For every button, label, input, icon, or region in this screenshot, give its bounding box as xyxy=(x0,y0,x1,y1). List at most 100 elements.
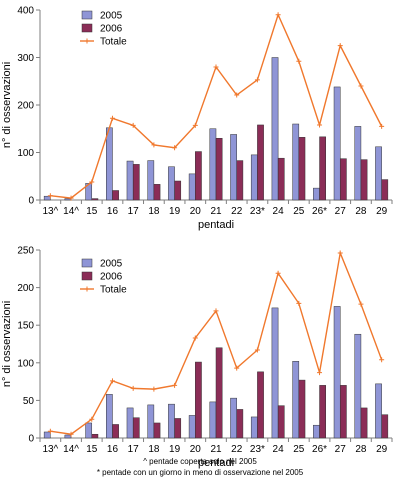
x-tick-label: 29 xyxy=(376,444,388,455)
bar-2006 xyxy=(112,424,119,439)
point-Totale xyxy=(172,382,178,388)
x-tick-label: 14^ xyxy=(63,444,79,455)
bar-2005 xyxy=(292,123,300,201)
bar-2005 xyxy=(43,431,51,439)
point-Totale xyxy=(254,77,260,83)
y-tick-label: 250 xyxy=(17,246,34,257)
point-Totale xyxy=(234,92,240,98)
bar-2005 xyxy=(271,57,279,201)
x-tick-label: 15 xyxy=(86,206,98,217)
point-Totale xyxy=(47,428,53,434)
bar-2006 xyxy=(381,179,389,201)
x-tick-label: 13^ xyxy=(42,444,58,455)
y-tick-label: 200 xyxy=(17,101,34,112)
bar-2005 xyxy=(85,183,93,201)
x-tick-label: 22 xyxy=(231,206,243,217)
x-tick-label: 14^ xyxy=(63,206,79,217)
bar-2006 xyxy=(257,124,264,201)
y-tick-label: 400 xyxy=(17,6,34,17)
point-Totale xyxy=(192,122,198,128)
bar-2005 xyxy=(168,403,175,439)
point-Totale xyxy=(296,58,302,64)
bar-2005 xyxy=(64,434,72,439)
x-tick-label: 27 xyxy=(335,206,347,217)
bar-2005 xyxy=(354,126,362,201)
point-Totale xyxy=(275,270,281,276)
bar-2006 xyxy=(215,347,223,439)
bar-2006 xyxy=(298,137,306,201)
chart-bottom: 0 50 100 150 200 250 13^ 14^ 15 16 17 18 19 20 21 22 23*… xyxy=(1,246,393,469)
point-Totale xyxy=(358,83,364,89)
bar-2006 xyxy=(174,418,182,439)
x-tick-label: 24 xyxy=(273,444,285,455)
bar-2005 xyxy=(250,416,258,439)
bar-2006 xyxy=(174,180,182,201)
bar-2005 xyxy=(333,86,341,201)
footnote-caret: ^ pentade coperta solo nel 2005 xyxy=(143,457,257,466)
bar-2006 xyxy=(277,405,285,439)
legend-label: 2006 xyxy=(100,24,123,35)
point-Totale xyxy=(68,195,74,201)
y-tick-label: 200 xyxy=(17,283,34,294)
point-Totale xyxy=(296,300,302,306)
point-Totale xyxy=(109,378,115,384)
legend-marker xyxy=(84,38,90,44)
bar-2006 xyxy=(339,158,347,201)
y-tick-label: 50 xyxy=(23,396,35,407)
x-tick-label: 22 xyxy=(231,444,243,455)
x-tick-label: 27 xyxy=(335,444,347,455)
bar-2005 xyxy=(147,160,155,201)
bar-2006 xyxy=(132,164,140,201)
point-Totale xyxy=(317,370,323,376)
x-tick-label: 25 xyxy=(293,206,305,217)
bar-2005 xyxy=(43,195,51,201)
legend-label: 2005 xyxy=(100,259,123,270)
x-tick-label: 29 xyxy=(376,206,388,217)
y-tick-label: 0 xyxy=(28,196,34,207)
legend: 2005 2006 Totale xyxy=(80,259,127,296)
legend-label: 2006 xyxy=(100,272,123,283)
x-tick-label: 18 xyxy=(148,444,160,455)
bar-2006 xyxy=(360,159,368,201)
legend-swatch xyxy=(81,258,93,268)
legend-swatch xyxy=(81,271,93,281)
x-tick-label: 28 xyxy=(355,206,367,217)
bar-2006 xyxy=(319,136,326,201)
bar-2005 xyxy=(333,306,341,439)
y-tick-label: 300 xyxy=(17,53,34,64)
x-tick-label: 26* xyxy=(312,206,327,217)
point-Totale xyxy=(254,347,260,353)
bar-2006 xyxy=(257,371,264,439)
x-tick-label: 21 xyxy=(210,444,222,455)
bar-2005 xyxy=(188,173,196,201)
x-tick-label: 21 xyxy=(210,206,222,217)
bar-2006 xyxy=(236,160,244,201)
point-Totale xyxy=(337,43,343,49)
bar-2006 xyxy=(153,184,161,201)
point-Totale xyxy=(172,145,178,151)
y-tick-label: 0 xyxy=(28,434,34,445)
bar-2006 xyxy=(319,385,326,439)
bar-2006 xyxy=(360,407,368,439)
bar-2005 xyxy=(375,146,382,201)
bar-2006 xyxy=(277,157,285,201)
x-axis-label: pentadi xyxy=(198,457,234,469)
bar-2006 xyxy=(195,361,202,439)
bar-2005 xyxy=(126,407,134,439)
bar-2006 xyxy=(215,138,223,201)
x-tick-label: 16 xyxy=(107,444,119,455)
bar-2005 xyxy=(85,422,93,439)
bar-2005 xyxy=(230,397,237,439)
legend: 2005 2006 Totale xyxy=(80,11,127,48)
x-tick-label: 24 xyxy=(273,206,285,217)
x-tick-label: 13^ xyxy=(42,206,58,217)
bar-2006 xyxy=(91,433,99,439)
point-Totale xyxy=(151,142,157,148)
bar-2006 xyxy=(195,151,202,201)
bar-2005 xyxy=(271,307,279,439)
x-tick-label: 16 xyxy=(107,206,119,217)
point-Totale xyxy=(213,308,219,314)
x-tick-label: 20 xyxy=(190,206,202,217)
y-tick-label: 100 xyxy=(17,148,34,159)
footnote-asterisk: * pentade con un giorno in meno di osser… xyxy=(97,468,304,477)
